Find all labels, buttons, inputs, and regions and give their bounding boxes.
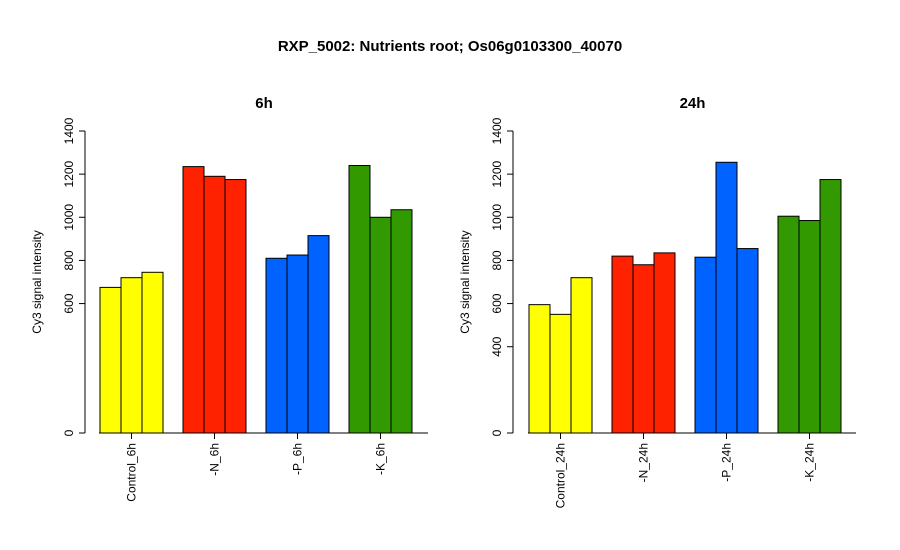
y-tick-label: 800 [62,250,76,270]
y-tick-label: 1200 [490,160,504,187]
x-tick-label: -K_24h [803,443,817,482]
y-tick-label: 400 [490,336,504,356]
bar [99,286,122,434]
bar [182,166,205,434]
y-axis-label: Cy3 signal intensity [458,230,472,333]
x-tick-label: -K_6h [374,443,388,475]
bar [653,252,676,434]
bar [694,256,717,434]
y-tick-label: 0 [62,429,76,436]
bar [286,254,309,434]
chart-main-title: RXP_5002: Nutrients root; Os06g0103300_4… [277,38,623,55]
x-tick-label: -P_6h [291,443,305,475]
bar [348,165,371,434]
bar [798,220,821,434]
bar [307,235,330,434]
x-tick-label: -P_24h [720,443,734,482]
bar [819,179,842,434]
bar [141,271,164,434]
y-tick-label: 1400 [62,117,76,144]
y-tick-label: 1400 [490,117,504,144]
y-tick-label: 0 [490,429,504,436]
x-tick-label: -N_24h [637,443,651,482]
bar [549,313,572,434]
bar [736,248,759,434]
bar [224,179,247,434]
bar [265,257,288,434]
x-tick-label: -N_6h [208,443,222,476]
bar [203,175,226,434]
bar [632,264,655,434]
y-tick-label: 1000 [62,204,76,231]
panel-title: 24h [680,95,706,112]
x-tick-label: Control_24h [554,443,568,508]
y-axis-label: Cy3 signal intensity [30,230,44,333]
y-tick-label: 600 [490,293,504,313]
bar [528,304,551,434]
bar [120,277,143,434]
x-tick-label: Control_6h [125,443,139,502]
y-tick-label: 800 [490,250,504,270]
bar [369,216,392,434]
bar [390,209,413,434]
bar [777,215,800,434]
bar [611,255,634,434]
panel-title: 6h [255,95,273,112]
y-tick-label: 1200 [62,160,76,187]
y-tick-label: 1000 [490,204,504,231]
bar [715,161,738,434]
bar [570,277,593,434]
y-tick-label: 600 [62,293,76,313]
